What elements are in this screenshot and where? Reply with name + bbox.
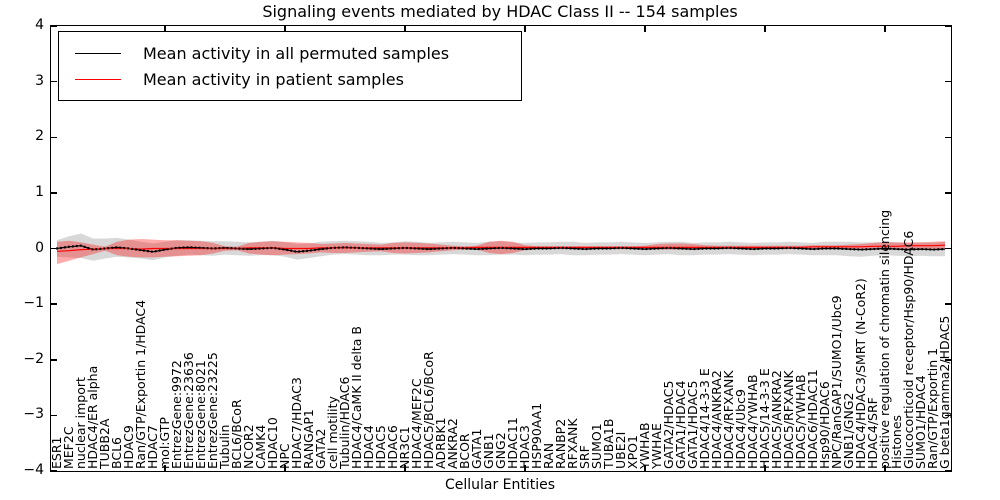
- legend-label: Mean activity in all permuted samples: [143, 43, 450, 63]
- x-tick-mark-bottom: [284, 465, 286, 471]
- y-tick-mark-right: [945, 303, 951, 305]
- y-tick-mark-left: [51, 414, 57, 417]
- x-tick-mark-top: [404, 26, 406, 32]
- y-tick-mark-right: [945, 359, 951, 361]
- y-tick-label: −2: [23, 350, 44, 367]
- y-tick-mark-right: [945, 80, 951, 83]
- legend-line-sample-permuted: [75, 52, 121, 54]
- y-tick-label: 0: [35, 239, 44, 256]
- y-tick-mark-left: [51, 136, 57, 138]
- x-tick-mark-top: [764, 26, 766, 32]
- y-tick-label: −3: [23, 406, 44, 423]
- x-tick-mark-bottom: [884, 465, 886, 471]
- mean-line: [56, 244, 946, 252]
- x-tick-mark-bottom: [524, 465, 526, 471]
- y-tick-mark-left: [51, 247, 57, 250]
- x-category-label: G beta1gamma2/HDAC5: [937, 315, 952, 469]
- y-tick-label: 1: [35, 183, 44, 200]
- y-tick-mark-right: [945, 192, 951, 194]
- y-tick-mark-left: [51, 359, 57, 361]
- chart-canvas: [55, 233, 947, 265]
- legend: Mean activity in all permuted samples Me…: [58, 31, 522, 101]
- y-tick-label: −4: [23, 462, 44, 478]
- plot-area: Mean activity in all permuted samples Me…: [49, 25, 952, 472]
- legend-entry-patient: Mean activity in patient samples: [75, 66, 521, 92]
- y-tick-mark-right: [945, 247, 951, 250]
- x-tick-mark-top: [284, 26, 286, 32]
- legend-label: Mean activity in patient samples: [143, 69, 404, 89]
- y-tick-mark-left: [51, 192, 57, 194]
- y-tick-mark-left: [51, 303, 57, 305]
- y-tick-label: 4: [35, 17, 44, 33]
- x-tick-mark-top: [884, 26, 886, 32]
- x-tick-mark-bottom: [764, 465, 766, 471]
- y-tick-mark-right: [945, 25, 951, 27]
- y-tick-label: 3: [35, 72, 44, 89]
- legend-entry-permuted: Mean activity in all permuted samples: [75, 40, 521, 66]
- y-tick-label: 2: [35, 128, 44, 145]
- y-tick-mark-right: [945, 470, 951, 472]
- std-band: [57, 239, 945, 265]
- chart-title: Signaling events mediated by HDAC Class …: [262, 2, 738, 21]
- y-tick-mark-left: [51, 80, 57, 83]
- x-tick-mark-bottom: [644, 465, 646, 471]
- x-tick-mark-bottom: [404, 465, 406, 471]
- legend-line-sample-patient: [75, 78, 121, 80]
- x-tick-mark-top: [524, 26, 526, 32]
- x-tick-mark-bottom: [164, 465, 166, 471]
- x-tick-mark-top: [644, 26, 646, 32]
- y-tick-mark-left: [51, 25, 57, 27]
- y-tick-mark-left: [51, 470, 57, 472]
- x-axis-label: Cellular Entities: [444, 477, 556, 493]
- y-tick-mark-right: [945, 414, 951, 417]
- x-tick-mark-top: [164, 26, 166, 32]
- y-tick-mark-right: [945, 136, 951, 138]
- y-tick-label: −1: [23, 295, 44, 312]
